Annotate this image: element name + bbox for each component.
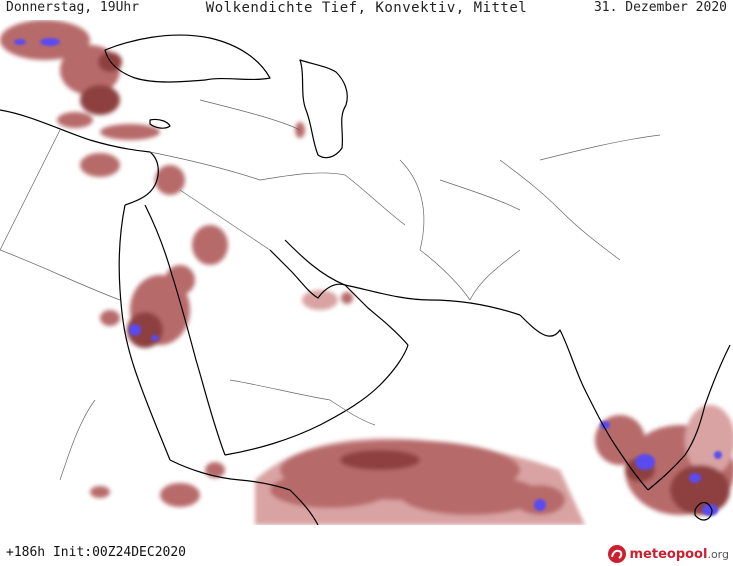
meteopool-logo[interactable]: meteopool.org bbox=[607, 543, 730, 565]
forecast-init-label: +186h Init:00Z24DEC2020 bbox=[6, 545, 187, 560]
header-weekday-time: Donnerstag, 19Uhr bbox=[6, 0, 140, 15]
meteopool-logo-icon bbox=[607, 545, 626, 563]
cloud-density-map bbox=[0, 20, 733, 525]
cloud-layer bbox=[0, 20, 733, 525]
header-date: 31. Dezember 2020 bbox=[593, 0, 727, 15]
map-title: Wolkendichte Tief, Konvektiv, Mittel bbox=[205, 0, 528, 16]
meteopool-logo-text: meteopool.org bbox=[630, 547, 730, 562]
coastlines bbox=[0, 34, 731, 525]
logo-brand: meteopool bbox=[629, 546, 708, 562]
country-borders bbox=[0, 99, 661, 481]
logo-suffix: .org bbox=[707, 547, 729, 561]
